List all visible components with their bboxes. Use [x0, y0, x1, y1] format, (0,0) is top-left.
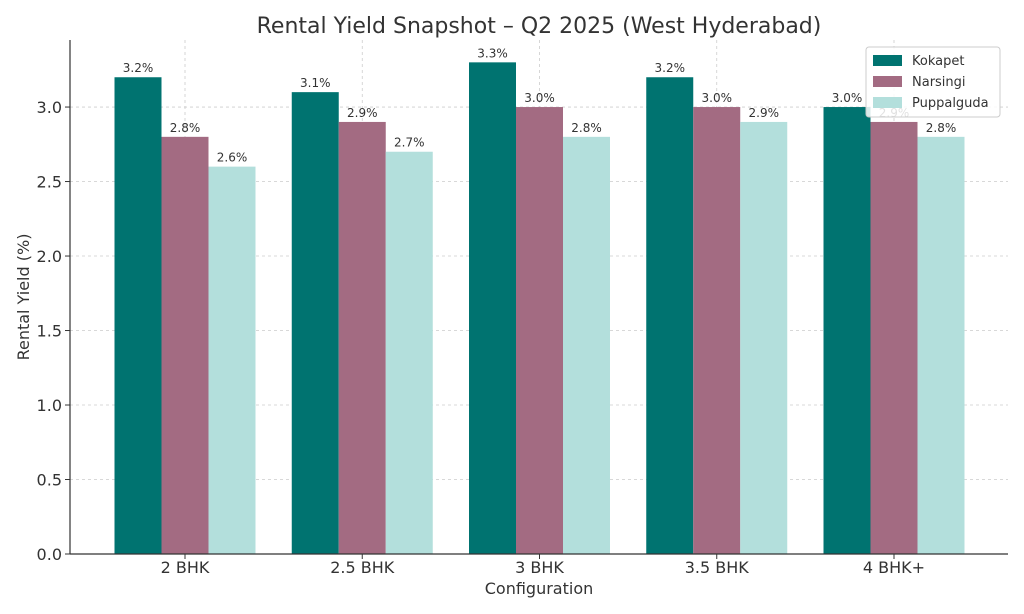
bar-puppalguda — [563, 136, 610, 554]
y-axis-label: Rental Yield (%) — [14, 234, 33, 361]
data-label-puppalguda: 2.9% — [749, 106, 780, 120]
data-label-kokapet: 3.2% — [655, 61, 686, 75]
bar-puppalguda — [740, 121, 788, 555]
bar-kokapet — [469, 62, 516, 554]
y-tick-label: 1.5 — [37, 322, 62, 341]
bar-kokapet — [823, 107, 871, 554]
bar-puppalguda — [385, 151, 433, 554]
x-ticks: 2 BHK 2.5 BHK 3 BHK 3.5 BHK 4 BHK+ — [161, 554, 925, 577]
bar-kokapet — [291, 92, 339, 554]
legend-label: Narsingi — [912, 75, 966, 90]
y-tick-label: 2.5 — [37, 173, 62, 192]
data-label-narsingi: 3.0% — [524, 91, 555, 105]
data-label-puppalguda: 2.8% — [571, 121, 602, 135]
data-label-puppalguda: 2.8% — [926, 121, 957, 135]
data-label-puppalguda: 2.7% — [394, 136, 425, 150]
y-tick-label: 0.0 — [37, 545, 62, 564]
data-label-narsingi: 3.0% — [702, 91, 733, 105]
data-label-kokapet: 3.0% — [832, 91, 863, 105]
data-label-narsingi: 2.8% — [170, 121, 201, 135]
bar-narsingi — [870, 121, 918, 555]
bars-layer — [114, 62, 965, 555]
bar-narsingi — [338, 121, 386, 555]
bar-narsingi — [161, 136, 209, 554]
data-label-kokapet: 3.2% — [123, 61, 154, 75]
bar-narsingi — [516, 107, 563, 554]
legend: Kokapet Narsingi Puppalguda — [865, 46, 1001, 118]
data-label-kokapet: 3.3% — [477, 46, 508, 60]
x-tick-label: 2.5 BHK — [330, 558, 395, 577]
data-label-kokapet: 3.1% — [300, 76, 331, 90]
bar-puppalguda — [917, 136, 965, 554]
x-axis-label: Configuration — [485, 579, 594, 598]
legend-label: Puppalguda — [912, 96, 989, 111]
y-ticks: 0.0 0.5 1.0 1.5 2.0 2.5 3.0 — [37, 98, 70, 564]
bar-kokapet — [114, 77, 162, 555]
x-tick-label: 2 BHK — [161, 558, 210, 577]
x-tick-label: 3.5 BHK — [685, 558, 750, 577]
bar-puppalguda — [208, 166, 256, 554]
y-tick-label: 1.0 — [37, 396, 62, 415]
y-tick-label: 3.0 — [37, 98, 62, 117]
legend-swatch — [873, 97, 902, 108]
bar-narsingi — [693, 107, 741, 554]
chart-title: Rental Yield Snapshot – Q2 2025 (West Hy… — [257, 14, 822, 39]
y-tick-label: 2.0 — [37, 247, 62, 266]
legend-swatch — [873, 76, 902, 87]
data-label-puppalguda: 2.6% — [217, 151, 248, 165]
x-tick-label: 4 BHK+ — [863, 558, 925, 577]
legend-label: Kokapet — [912, 54, 964, 69]
x-tick-label: 3 BHK — [515, 558, 564, 577]
bar-kokapet — [646, 77, 694, 555]
y-tick-label: 0.5 — [37, 471, 62, 490]
legend-swatch — [873, 55, 902, 66]
data-label-narsingi: 2.9% — [347, 106, 378, 120]
